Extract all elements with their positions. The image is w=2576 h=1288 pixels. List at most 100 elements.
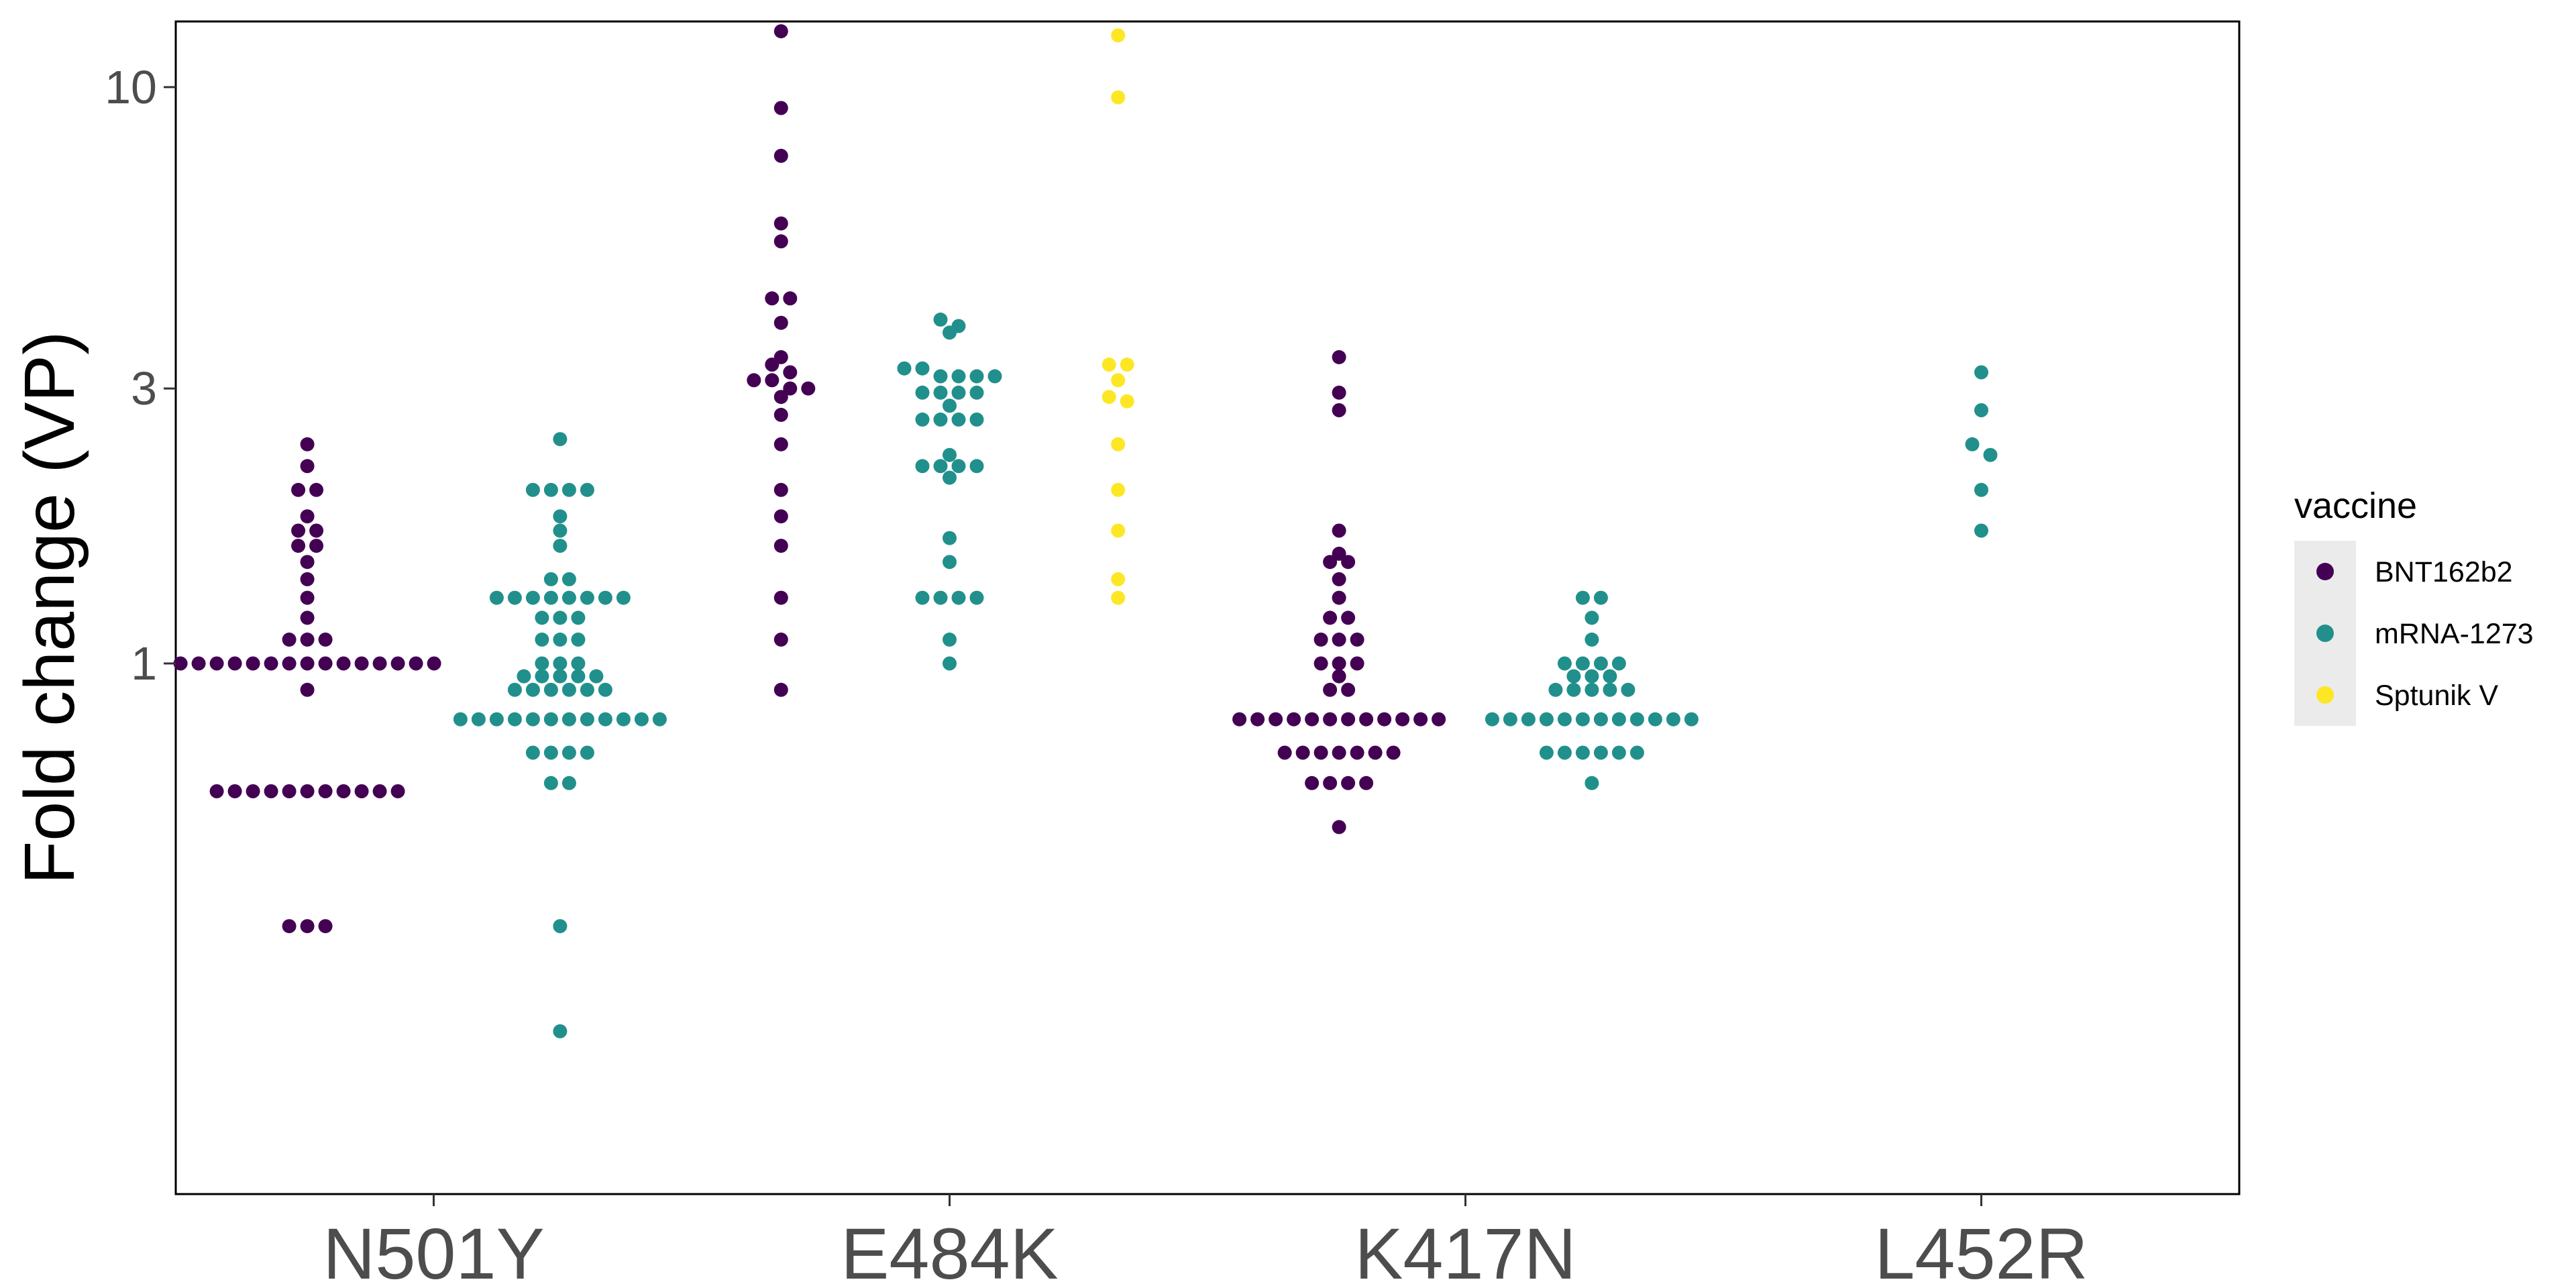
data-point-mrna-1273-n501y <box>652 712 667 727</box>
x-tick-label-e484k: E484K <box>841 1213 1058 1288</box>
data-point-mrna-1273-n501y <box>580 745 594 760</box>
x-axis: N501Y E484K K417N L452R <box>323 1194 2088 1288</box>
data-point-bnt162b2-n501y <box>309 482 324 497</box>
data-point-mrna-1273-n501y <box>543 572 558 586</box>
data-point-bnt162b2-k417n <box>1313 632 1328 647</box>
data-point-mrna-1273-k417n <box>1566 682 1581 697</box>
data-point-bnt162b2-n501y <box>354 656 369 671</box>
data-point-bnt162b2-n501y <box>191 656 206 671</box>
data-point-bnt162b2-e484k <box>773 590 788 605</box>
data-point-sptunik-v-e484k <box>1111 572 1126 586</box>
data-point-bnt162b2-e484k <box>773 539 788 553</box>
data-point-sptunik-v-e484k <box>1111 437 1126 451</box>
data-point-mrna-1273-k417n <box>1593 712 1608 727</box>
data-point-mrna-1273-e484k <box>915 385 930 400</box>
data-point-mrna-1273-n501y <box>525 482 540 497</box>
data-point-mrna-1273-k417n <box>1621 682 1635 697</box>
data-point-bnt162b2-n501y <box>300 784 315 798</box>
data-point-bnt162b2-k417n <box>1332 350 1346 364</box>
data-point-bnt162b2-e484k <box>747 373 761 388</box>
data-point-mrna-1273-l452r <box>1974 482 1988 497</box>
data-point-bnt162b2-e484k <box>773 315 788 330</box>
data-point-bnt162b2-k417n <box>1305 775 1320 790</box>
data-point-mrna-1273-k417n <box>1593 656 1608 671</box>
data-point-bnt162b2-n501y <box>318 784 333 798</box>
data-point-bnt162b2-n501y <box>300 555 315 570</box>
data-point-bnt162b2-n501y <box>209 656 224 671</box>
data-point-mrna-1273-n501y <box>535 656 549 671</box>
data-point-bnt162b2-n501y <box>336 656 351 671</box>
data-point-bnt162b2-e484k <box>773 482 788 497</box>
data-point-bnt162b2-n501y <box>390 784 405 798</box>
data-point-mrna-1273-k417n <box>1539 745 1554 760</box>
data-point-bnt162b2-e484k <box>765 358 780 372</box>
data-point-bnt162b2-k417n <box>1269 712 1283 727</box>
data-point-sptunik-v-e484k <box>1111 373 1126 388</box>
data-point-bnt162b2-k417n <box>1350 745 1364 760</box>
data-point-mrna-1273-k417n <box>1603 682 1617 697</box>
data-point-mrna-1273-n501y <box>543 682 558 697</box>
data-point-bnt162b2-n501y <box>300 610 315 625</box>
data-point-bnt162b2-k417n <box>1323 712 1338 727</box>
data-point-mrna-1273-n501y <box>553 919 568 934</box>
data-point-mrna-1273-n501y <box>561 572 576 586</box>
data-point-mrna-1273-k417n <box>1629 745 1644 760</box>
data-point-bnt162b2-n501y <box>300 509 315 524</box>
data-point-bnt162b2-e484k <box>773 632 788 647</box>
data-point-mrna-1273-n501y <box>543 590 558 605</box>
data-point-bnt162b2-e484k <box>783 365 798 380</box>
data-point-mrna-1273-k417n <box>1503 712 1517 727</box>
data-point-bnt162b2-n501y <box>427 656 441 671</box>
data-point-mrna-1273-n501y <box>571 656 586 671</box>
data-point-mrna-1273-n501y <box>535 632 549 647</box>
data-point-bnt162b2-k417n <box>1350 632 1364 647</box>
data-point-mrna-1273-n501y <box>571 669 586 684</box>
data-point-mrna-1273-e484k <box>933 312 948 327</box>
data-point-bnt162b2-n501y <box>409 656 423 671</box>
data-point-mrna-1273-k417n <box>1557 745 1572 760</box>
data-point-bnt162b2-n501y <box>318 919 333 934</box>
data-point-mrna-1273-n501y <box>471 712 486 727</box>
data-point-mrna-1273-e484k <box>943 325 957 340</box>
data-point-mrna-1273-n501y <box>571 610 586 625</box>
data-point-mrna-1273-k417n <box>1585 669 1599 684</box>
data-points <box>173 24 1998 1038</box>
data-point-bnt162b2-k417n <box>1350 656 1364 671</box>
data-point-mrna-1273-n501y <box>634 712 649 727</box>
data-point-bnt162b2-k417n <box>1332 656 1346 671</box>
data-point-bnt162b2-k417n <box>1295 745 1310 760</box>
data-point-bnt162b2-k417n <box>1332 745 1346 760</box>
data-point-mrna-1273-e484k <box>951 369 966 384</box>
data-point-bnt162b2-e484k <box>773 148 788 163</box>
data-point-mrna-1273-k417n <box>1629 712 1644 727</box>
data-point-bnt162b2-n501y <box>300 572 315 586</box>
data-point-bnt162b2-n501y <box>336 784 351 798</box>
data-point-bnt162b2-k417n <box>1332 820 1346 835</box>
legend: vaccine BNT162b2 mRNA-1273 Sptunik V <box>2294 486 2534 726</box>
data-point-bnt162b2-n501y <box>309 539 324 553</box>
data-point-bnt162b2-k417n <box>1313 745 1328 760</box>
data-point-bnt162b2-k417n <box>1323 555 1338 570</box>
data-point-bnt162b2-k417n <box>1332 546 1346 561</box>
data-point-bnt162b2-k417n <box>1332 403 1346 417</box>
data-point-mrna-1273-e484k <box>915 412 930 427</box>
data-point-mrna-1273-k417n <box>1666 712 1680 727</box>
data-point-bnt162b2-k417n <box>1359 712 1374 727</box>
data-point-mrna-1273-n501y <box>580 682 594 697</box>
data-point-mrna-1273-n501y <box>517 669 531 684</box>
x-tick-label-k417n: K417N <box>1354 1213 1576 1288</box>
data-point-mrna-1273-e484k <box>915 459 930 474</box>
data-point-mrna-1273-k417n <box>1575 712 1590 727</box>
data-point-mrna-1273-k417n <box>1611 745 1626 760</box>
data-point-bnt162b2-e484k <box>773 101 788 115</box>
y-tick-label: 3 <box>131 362 157 415</box>
data-point-mrna-1273-n501y <box>571 632 586 647</box>
data-point-sptunik-v-e484k <box>1111 523 1126 538</box>
data-point-mrna-1273-l452r <box>1965 437 1980 451</box>
data-point-bnt162b2-k417n <box>1341 712 1356 727</box>
data-point-bnt162b2-k417n <box>1332 572 1346 586</box>
data-point-mrna-1273-n501y <box>525 682 540 697</box>
data-point-mrna-1273-n501y <box>507 590 522 605</box>
data-point-bnt162b2-n501y <box>264 656 278 671</box>
data-point-bnt162b2-k417n <box>1386 745 1401 760</box>
